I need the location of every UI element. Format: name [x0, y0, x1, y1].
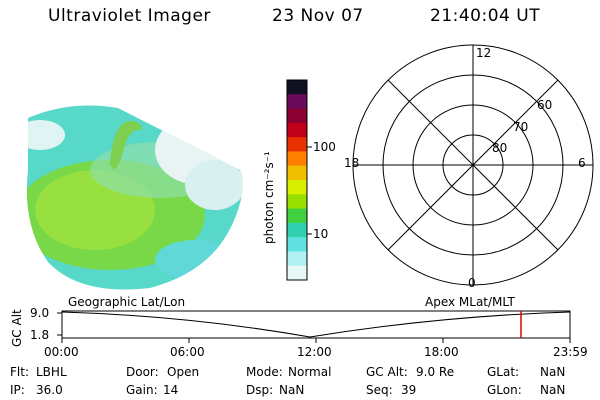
glat-label: GLat:: [487, 365, 520, 379]
observation-time: 21:40:04 UT: [430, 6, 541, 26]
colorbar-label-100: 100: [313, 140, 336, 154]
colorbar-unit-label: photon cm⁻²s⁻¹: [262, 151, 276, 244]
door-label: Door:: [126, 365, 159, 379]
polar-diagonal-2: [387, 79, 559, 251]
x-tick-label-0600: 06:00: [170, 345, 205, 359]
colorbar-segment: [287, 151, 307, 167]
colorbar-segment: [287, 251, 307, 267]
polar-plot: [352, 44, 594, 286]
instrument-title: Ultraviolet Imager: [48, 6, 211, 26]
colorbar-segment: [287, 265, 307, 281]
seq-label: Seq:: [366, 383, 393, 397]
mode-value: Normal: [288, 365, 332, 379]
mlt-label-0: 0: [468, 276, 476, 290]
x-tick-label-1200: 12:00: [297, 345, 332, 359]
colorbar-segment: [287, 108, 307, 124]
x-tick-label-2359: 23:59: [553, 345, 588, 359]
observation-date: 23 Nov 07: [272, 6, 364, 26]
x-tick-label-0000: 00:00: [44, 345, 79, 359]
timeline-left-caption: Geographic Lat/Lon: [68, 295, 186, 309]
gcalt-value: 9.0 Re: [416, 365, 455, 379]
dsp-label: Dsp:: [246, 383, 274, 397]
timeline-plot: [57, 310, 571, 343]
flt-value: LBHL: [36, 365, 67, 379]
mode-label: Mode:: [246, 365, 283, 379]
colorbar-frame: [286, 79, 308, 281]
colorbar-segment: [287, 80, 307, 95]
glat-value: NaN: [540, 365, 566, 379]
colorbar-segment: [287, 137, 307, 152]
x-tick-label-1800: 18:00: [424, 345, 459, 359]
colorbar-segment: [287, 122, 307, 138]
y-axis-label: GC Alt: [10, 309, 24, 347]
colorbar-segment: [287, 180, 307, 195]
dsp-value: NaN: [279, 383, 305, 397]
glon-value: NaN: [540, 383, 566, 397]
colorbar-segment: [287, 165, 307, 181]
gain-value: 14: [163, 383, 179, 397]
uv-image: [26, 105, 243, 290]
gcalt-label: GC Alt:: [366, 365, 408, 379]
colorbar-segment: [287, 208, 307, 224]
altitude-curve: [61, 311, 571, 338]
y-tick-label-9: 9.0: [30, 306, 50, 320]
mlt-label-6: 6: [578, 156, 586, 170]
timeline-right-caption: Apex MLat/MLT: [425, 295, 515, 309]
colorbar-segment: [287, 194, 307, 210]
colorbar-segment: [287, 222, 307, 238]
y-tick-label-18: 1.8: [30, 328, 50, 342]
ip-label: IP:: [10, 383, 25, 397]
colorbar: [287, 80, 307, 281]
door-value: Open: [167, 365, 200, 379]
colorbar-segment: [287, 94, 307, 110]
lat-label-70: 70: [513, 120, 529, 134]
ip-value: 36.0: [36, 383, 63, 397]
mlt-label-18: 18: [344, 156, 360, 170]
colorbar-label-10: 10: [313, 227, 329, 241]
seq-value: 39: [401, 383, 417, 397]
mlt-label-12: 12: [476, 46, 492, 60]
colorbar-segment: [287, 237, 307, 252]
glon-label: GLon:: [487, 383, 522, 397]
flt-label: Flt:: [10, 365, 29, 379]
gain-label: Gain:: [126, 383, 158, 397]
lat-label-60: 60: [537, 98, 553, 112]
timeline-frame: [61, 310, 571, 339]
lat-label-80: 80: [492, 141, 508, 155]
